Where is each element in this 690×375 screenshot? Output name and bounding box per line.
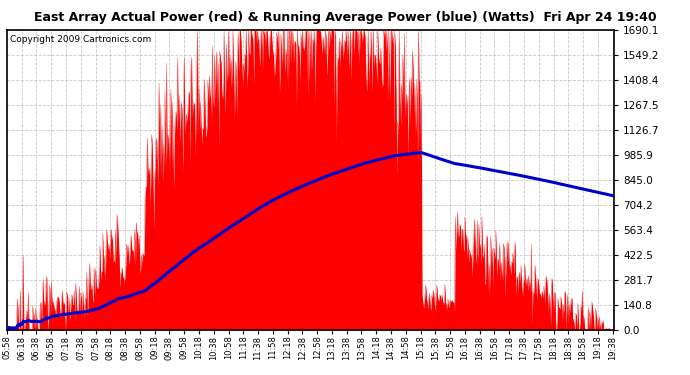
Text: East Array Actual Power (red) & Running Average Power (blue) (Watts)  Fri Apr 24: East Array Actual Power (red) & Running …	[34, 11, 656, 24]
Text: Copyright 2009 Cartronics.com: Copyright 2009 Cartronics.com	[10, 34, 151, 44]
